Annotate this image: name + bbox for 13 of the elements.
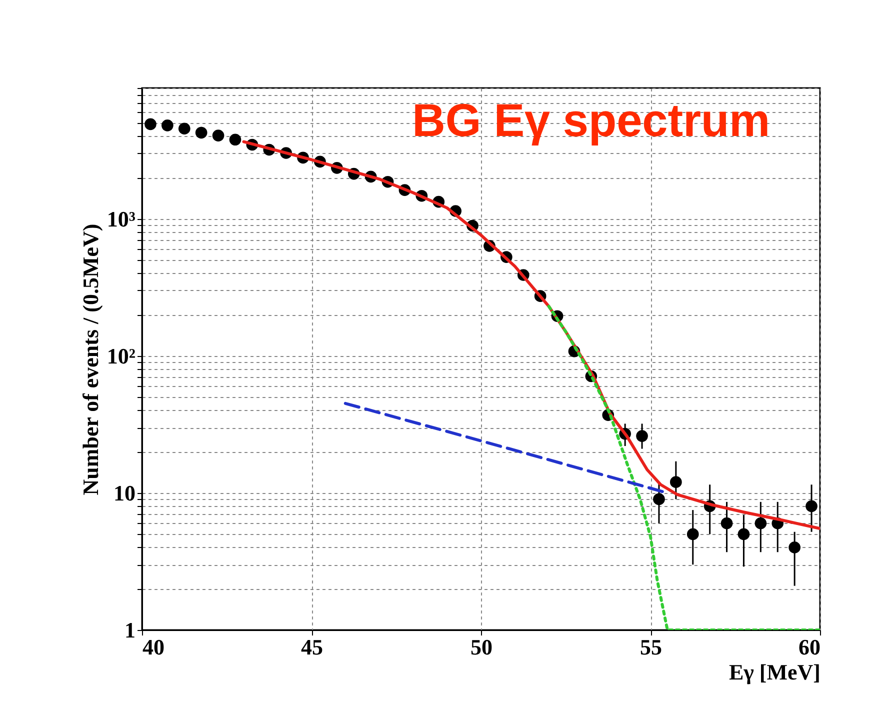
y-tick-label: 10³: [106, 206, 136, 232]
x-tick-label: 40: [142, 634, 164, 660]
y-tick-label: 1: [124, 618, 136, 642]
y-tick-label: 10: [114, 480, 136, 506]
x-tick-label: 50: [470, 634, 492, 660]
y-tick-label: 10²: [106, 343, 136, 368]
x-tick-label: 60: [798, 634, 820, 660]
y-axis-title: Number of events / (0.5MeV): [78, 224, 103, 496]
chart-title: BG Eγ spectrum: [412, 94, 770, 146]
x-tick-label: 55: [640, 634, 662, 660]
x-axis-title: Eγ [MeV]: [728, 660, 820, 684]
x-tick-label: 45: [301, 634, 323, 660]
line-series: [547, 304, 820, 630]
